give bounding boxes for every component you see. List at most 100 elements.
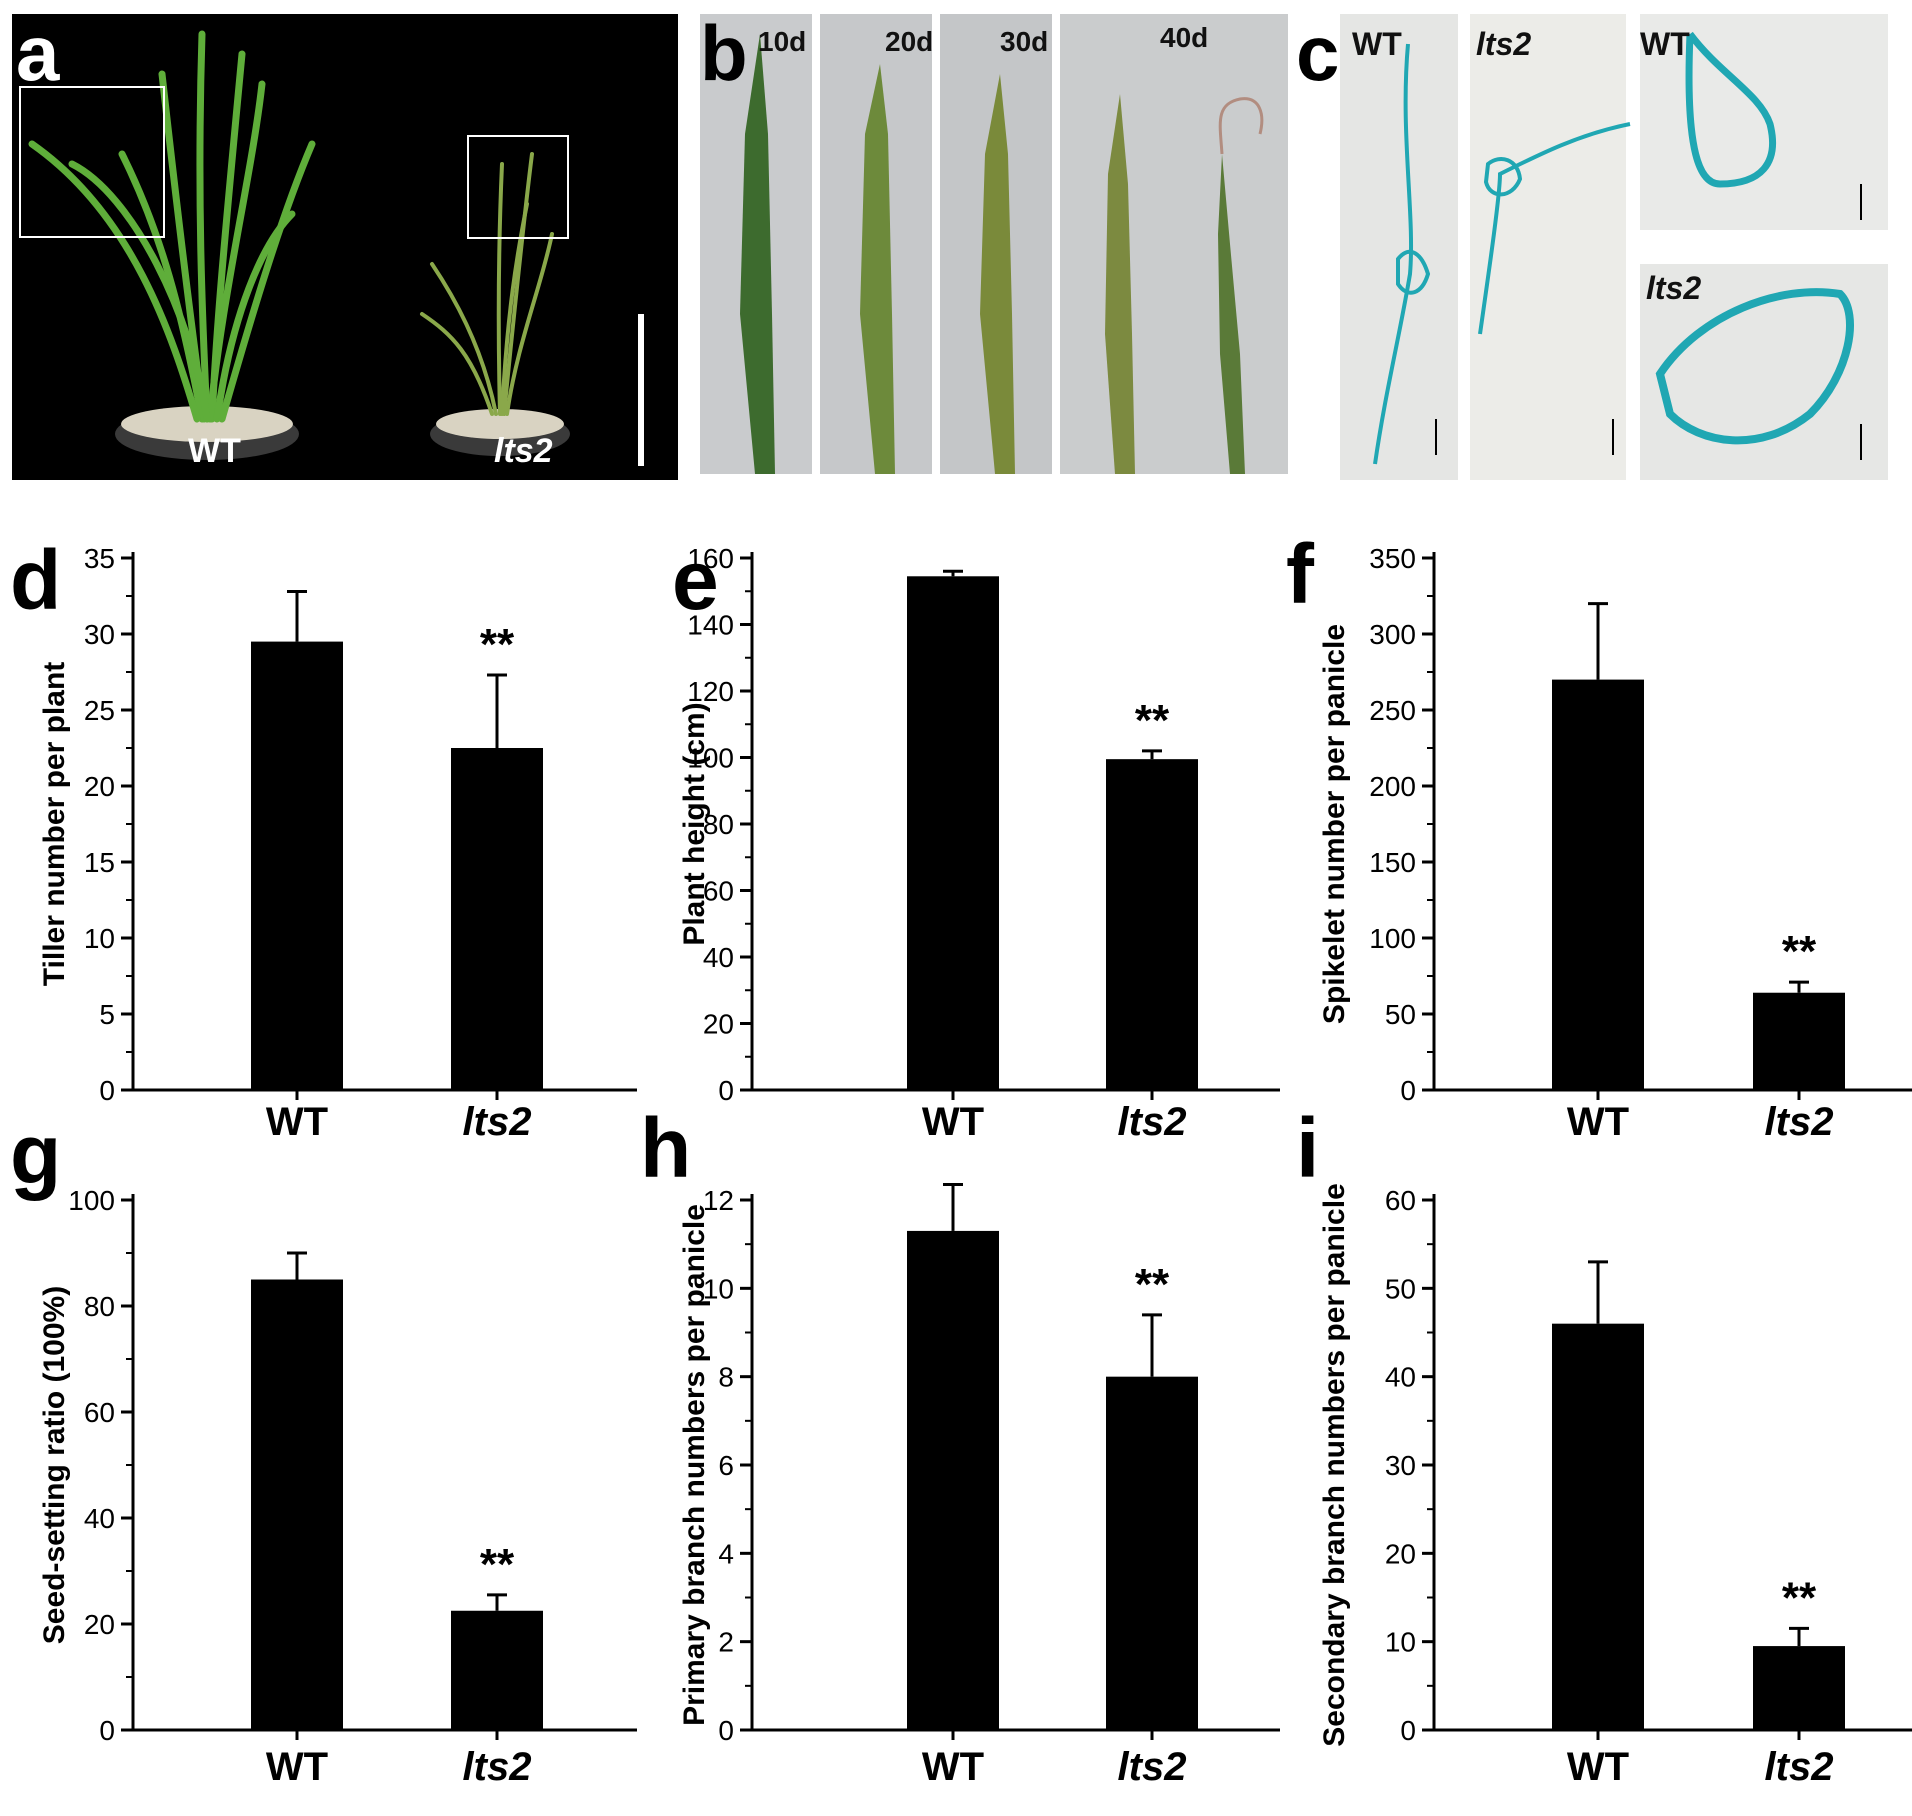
y-tick-label: 100 [1369, 923, 1416, 954]
panel-label-c: c [1296, 9, 1340, 97]
significance-annotation: ** [1135, 696, 1170, 745]
y-tick-label: 60 [84, 1397, 115, 1428]
photo-b-day-20: 20d [885, 26, 934, 57]
y-tick-label: 300 [1369, 619, 1416, 650]
significance-annotation: ** [1135, 1260, 1170, 1309]
y-tick-label: 20 [84, 1609, 115, 1640]
y-axis-label: Spikelet number per panicle [1318, 624, 1351, 1024]
x-tick-label: lts2 [1118, 1100, 1187, 1144]
y-tick-label: 20 [703, 1009, 734, 1040]
y-axis-label: Primary branch numbers per panicle [678, 1204, 711, 1726]
photo-a-mutant-label: lts2 [494, 432, 553, 470]
panel-label-i: i [1296, 1101, 1320, 1195]
y-tick-label: 50 [1385, 999, 1416, 1030]
x-tick-label: lts2 [463, 1745, 532, 1789]
y-tick-label: 15 [84, 847, 115, 878]
y-tick-label: 160 [687, 543, 734, 574]
x-tick-label: WT [266, 1100, 328, 1144]
y-tick-label: 35 [84, 543, 115, 574]
x-tick-label: WT [922, 1745, 984, 1789]
y-tick-label: 8 [718, 1362, 734, 1393]
y-axis-label: Tiller number per plant [38, 662, 71, 987]
bar-lts2 [1106, 759, 1198, 1090]
photo-a-wt-label: WT [188, 432, 241, 470]
x-tick-label: WT [922, 1100, 984, 1144]
y-tick-label: 40 [703, 942, 734, 973]
panel-label-e: e [672, 533, 719, 627]
y-tick-label: 40 [84, 1503, 115, 1534]
panel-label-d: d [10, 533, 62, 627]
y-tick-label: 25 [84, 695, 115, 726]
plant-photo-illustration [19, 30, 644, 466]
photo-c-wt-label-1: WT [1352, 26, 1402, 62]
bar-wt [907, 1230, 999, 1730]
leaf-section-illustration [1340, 14, 1888, 480]
chart-g: 0 20 40 60 80 100 Seed-setting ratio (100%) WT l… [38, 1185, 637, 1789]
panel-c-photo: WT lts2 WT lts2 [1340, 14, 1888, 480]
x-tick-label: WT [266, 1745, 328, 1789]
photo-b-day-10: 10d [758, 26, 807, 57]
significance-annotation: ** [480, 620, 515, 669]
significance-annotation: ** [480, 1540, 515, 1589]
panel-label-b: b [700, 9, 748, 97]
panel-label-g: g [10, 1107, 62, 1201]
bar-lts2 [451, 1610, 543, 1730]
y-tick-label: 0 [99, 1715, 115, 1746]
y-tick-label: 30 [1385, 1450, 1416, 1481]
y-tick-label: 0 [718, 1715, 734, 1746]
chart-i: 0 10 20 30 40 50 60 Secondary branch numbers pe… [1318, 1183, 1912, 1789]
x-tick-label: lts2 [1765, 1745, 1834, 1789]
y-tick-label: 4 [718, 1538, 734, 1569]
y-tick-label: 5 [99, 999, 115, 1030]
y-tick-label: 80 [84, 1291, 115, 1322]
y-tick-label: 6 [718, 1450, 734, 1481]
bar-wt [1552, 1323, 1644, 1730]
chart-d: 0 5 10 15 20 25 30 35 Tiller number per plant WT l… [38, 543, 637, 1144]
panel-label-a: a [16, 9, 60, 97]
x-tick-label: lts2 [463, 1100, 532, 1144]
bar-wt [251, 1279, 343, 1730]
significance-annotation: ** [1782, 927, 1817, 976]
photo-b-day-30: 30d [1000, 26, 1049, 57]
panel-label-h: h [640, 1101, 692, 1195]
y-tick-label: 350 [1369, 543, 1416, 574]
y-tick-label: 20 [84, 771, 115, 802]
photo-c-mutant-label-2: lts2 [1646, 270, 1702, 306]
x-tick-label: lts2 [1118, 1745, 1187, 1789]
bar-lts2 [451, 748, 543, 1090]
bar-lts2 [1106, 1376, 1198, 1730]
y-tick-label: 0 [718, 1075, 734, 1106]
y-tick-label: 60 [1385, 1185, 1416, 1216]
y-tick-label: 0 [99, 1075, 115, 1106]
y-tick-label: 200 [1369, 771, 1416, 802]
y-tick-label: 150 [1369, 847, 1416, 878]
y-tick-label: 0 [1400, 1075, 1416, 1106]
photo-c-mutant-label-1: lts2 [1476, 26, 1532, 62]
y-tick-label: 100 [68, 1185, 115, 1216]
y-tick-label: 100 [687, 743, 734, 774]
y-tick-label: 140 [687, 610, 734, 641]
panel-label-f: f [1286, 527, 1314, 621]
bar-lts2 [1753, 992, 1845, 1090]
panel-a-photo: WT lts2 [12, 14, 678, 480]
y-tick-label: 40 [1385, 1362, 1416, 1393]
chart-f: 0 50 100 150 200 250 300 350 Spikelet number per… [1318, 543, 1912, 1144]
bar-wt [907, 576, 999, 1090]
y-axis-label: Secondary branch numbers per panicle [1318, 1183, 1351, 1747]
panel-b-photo: 10d 20d 30d 40d [700, 14, 1288, 474]
y-tick-label: 20 [1385, 1538, 1416, 1569]
y-tick-label: 250 [1369, 695, 1416, 726]
x-tick-label: lts2 [1765, 1100, 1834, 1144]
y-tick-label: 10 [84, 923, 115, 954]
y-tick-label: 10 [1385, 1627, 1416, 1658]
y-axis-label: Seed-setting ratio (100%) [38, 1286, 71, 1644]
photo-b-day-40: 40d [1160, 22, 1209, 53]
leaf-senescence-illustration [700, 14, 1288, 474]
y-tick-label: 2 [718, 1627, 734, 1658]
bar-lts2 [1753, 1646, 1845, 1730]
x-tick-label: WT [1567, 1100, 1629, 1144]
significance-annotation: ** [1782, 1573, 1817, 1622]
y-tick-label: 10 [703, 1273, 734, 1304]
bar-wt [251, 641, 343, 1090]
